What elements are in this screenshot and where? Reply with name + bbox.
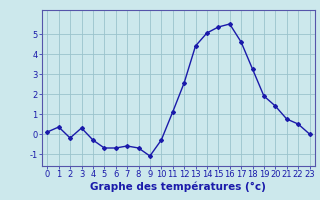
X-axis label: Graphe des températures (°c): Graphe des températures (°c) [91, 182, 266, 192]
